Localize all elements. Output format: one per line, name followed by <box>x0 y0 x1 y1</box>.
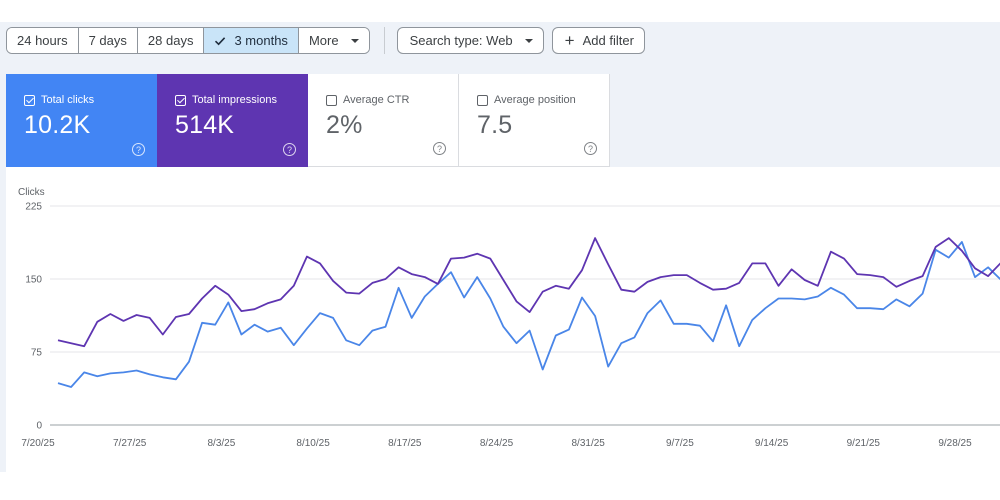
range-28-days-button[interactable]: 28 days <box>137 28 205 53</box>
metric-value: 2% <box>326 111 363 139</box>
help-icon[interactable]: ? <box>283 143 296 156</box>
metric-label: Average position <box>494 94 576 106</box>
add-filter-label: Add filter <box>582 33 634 48</box>
plus-icon: + <box>564 31 575 50</box>
metric-card-total-clicks[interactable]: Total clicks 10.2K ? <box>6 74 157 167</box>
range-label: 24 hours <box>17 33 68 48</box>
top-whitespace <box>0 0 1000 22</box>
range-3-months-button[interactable]: 3 months <box>204 28 299 53</box>
help-icon[interactable]: ? <box>433 142 446 155</box>
caret-down-icon <box>524 38 533 43</box>
search-type-dropdown[interactable]: Search type: Web <box>396 27 544 54</box>
y-tick-label: 0 <box>36 421 42 432</box>
y-tick-label: 75 <box>31 348 43 359</box>
metric-value: 7.5 <box>477 111 513 139</box>
metric-label: Total clicks <box>41 94 95 106</box>
x-tick-label: 9/7/25 <box>666 438 694 449</box>
range-label: 28 days <box>147 33 194 48</box>
x-tick-label: 7/20/25 <box>21 438 55 449</box>
x-tick-label: 9/14/25 <box>755 438 789 449</box>
y-axis-label: Clicks <box>18 187 45 198</box>
add-filter-button[interactable]: + Add filter <box>551 27 645 54</box>
bottom-whitespace <box>0 472 1000 500</box>
impressions-series-line <box>57 237 1000 348</box>
help-icon[interactable]: ? <box>132 143 145 156</box>
x-tick-label: 8/17/25 <box>388 438 422 449</box>
x-tick-label: 8/31/25 <box>572 438 606 449</box>
help-icon[interactable]: ? <box>584 142 597 155</box>
range-label: 3 months <box>234 33 288 48</box>
metric-cards: Total clicks 10.2K ? Total impressions 5… <box>6 74 610 167</box>
line-chart: Clicks 0 75 150 225 7/20/25 7/27/25 8/3/25 8/10/… <box>18 187 1000 449</box>
metric-card-average-position[interactable]: Average position 7.5 ? <box>459 74 610 167</box>
x-tick-label: 8/10/25 <box>296 438 330 449</box>
metric-card-total-impressions[interactable]: Total impressions 514K ? <box>157 74 308 167</box>
metric-checkbox[interactable] <box>24 94 35 106</box>
performance-chart: Clicks 0 75 150 225 7/20/25 7/27/25 8/3/25 8/10/… <box>6 167 1000 472</box>
more-ranges-button[interactable]: More <box>298 28 369 53</box>
metric-checkbox[interactable] <box>326 94 337 106</box>
metric-label: Total impressions <box>192 94 277 106</box>
x-tick-label: 7/27/25 <box>113 438 147 449</box>
caret-down-icon <box>350 38 359 43</box>
metric-checkbox[interactable] <box>477 94 488 106</box>
range-7-days-button[interactable]: 7 days <box>78 28 138 53</box>
date-range-selector: 24 hours 7 days 28 days 3 months More <box>6 27 370 54</box>
check-icon <box>215 36 226 45</box>
filter-toolbar: 24 hours 7 days 28 days 3 months More Se… <box>6 27 653 54</box>
toolbar-divider <box>383 27 385 54</box>
range-label: 7 days <box>88 33 127 48</box>
search-type-label: Search type: Web <box>409 33 513 48</box>
x-tick-label: 8/24/25 <box>480 438 514 449</box>
metric-value: 514K <box>175 111 235 139</box>
metric-checkbox[interactable] <box>175 94 186 106</box>
x-tick-label: 9/21/25 <box>847 438 881 449</box>
range-24-hours-button[interactable]: 24 hours <box>7 28 79 53</box>
range-label: More <box>308 33 339 48</box>
metric-card-average-ctr[interactable]: Average CTR 2% ? <box>308 74 459 167</box>
x-tick-label: 8/3/25 <box>207 438 235 449</box>
metric-label: Average CTR <box>343 94 410 106</box>
metric-value: 10.2K <box>24 111 91 139</box>
y-tick-label: 225 <box>25 202 42 213</box>
clicks-series-line <box>57 241 1000 388</box>
x-tick-label: 9/28/25 <box>938 438 972 449</box>
y-tick-label: 150 <box>25 275 42 286</box>
